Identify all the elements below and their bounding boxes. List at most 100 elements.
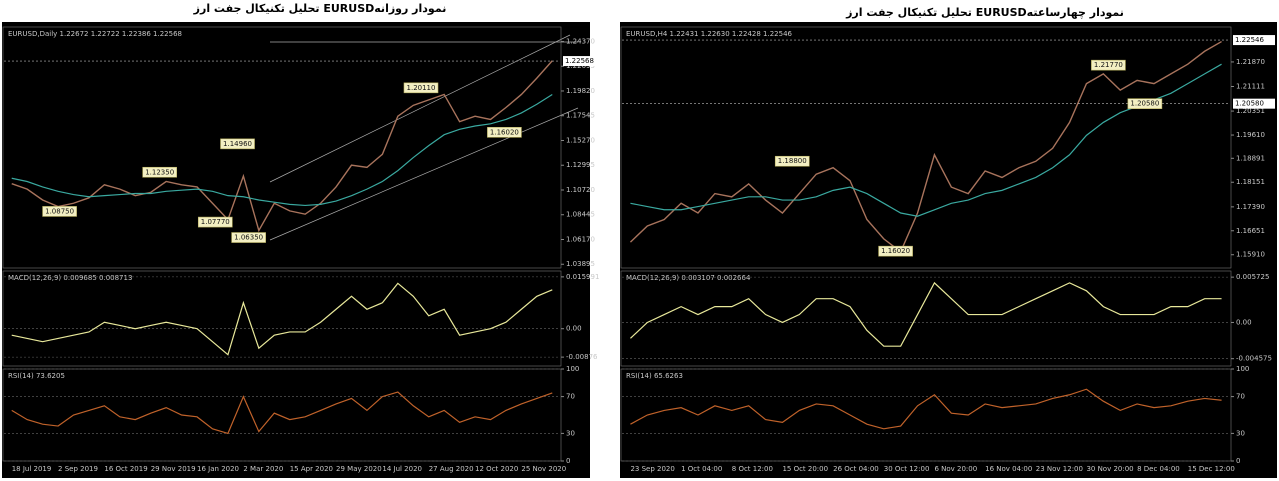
price-label: 1.20580: [1235, 100, 1264, 108]
annotation-label: 1.21770: [1094, 61, 1123, 69]
y-tick-label: 1.16651: [1236, 227, 1265, 235]
x-tick-label: 15 Apr 2020: [290, 465, 333, 473]
pane-header: RSI(14) 65.6263: [626, 372, 683, 380]
x-tick-label: 12 Oct 2020: [475, 465, 518, 473]
annotation-label: 1.14960: [223, 140, 252, 148]
y-tick-label: 1.19820: [566, 87, 595, 95]
y-tick-label: 30: [566, 429, 575, 437]
x-tick-label: 30 Oct 12:00: [884, 465, 930, 473]
annotation-box: [42, 206, 77, 217]
x-tick-label: 15 Oct 20:00: [782, 465, 828, 473]
y-tick-label: 100: [1236, 365, 1249, 373]
annotation-box: [487, 127, 522, 138]
chart-title: تحلیل تکنیکال جفت ارز EURUSDنمودار چهارس…: [845, 6, 1124, 19]
annotation-box: [774, 155, 810, 167]
pane-header: MACD(12,26,9) 0.009685 0.008713: [8, 274, 132, 282]
annotation-label: 1.12350: [145, 168, 174, 176]
x-tick-label: 1 Oct 04:00: [681, 465, 722, 473]
x-tick-label: 2 Mar 2020: [243, 465, 283, 473]
series-line: [629, 40, 1222, 253]
y-tick-label: 1.18151: [1236, 178, 1265, 186]
x-tick-label: 29 Nov 2019: [151, 465, 196, 473]
x-tick-label: 16 Oct 2019: [104, 465, 147, 473]
series-line: [11, 391, 553, 435]
x-tick-label: 30 Nov 20:00: [1086, 465, 1133, 473]
trend-line: [269, 34, 571, 183]
y-tick-label: 1.18891: [1236, 154, 1265, 162]
x-tick-label: 27 Aug 2020: [429, 465, 474, 473]
pane-frame: [620, 270, 1232, 367]
annotation-box: [231, 232, 266, 243]
annotation-label: 1.08750: [45, 207, 74, 215]
x-tick-label: 29 May 2020: [336, 465, 382, 473]
series-line: [11, 282, 553, 356]
x-tick-label: 16 Nov 04:00: [985, 465, 1032, 473]
annotation-label: 1.20580: [1130, 100, 1159, 108]
y-tick-label: 0.00: [566, 325, 582, 333]
y-tick-label: 30: [1236, 429, 1245, 437]
y-tick-label: 0: [566, 457, 570, 465]
annotation-label: 1.16020: [881, 247, 910, 255]
x-tick-label: 18 Jul 2019: [12, 465, 52, 473]
price-box: [563, 56, 605, 67]
y-tick-label: 1.22095: [566, 62, 595, 70]
y-tick-label: 0: [1236, 457, 1240, 465]
pane-header: EURUSD,H4 1.22431 1.22630 1.22428 1.2254…: [626, 30, 793, 38]
series-line: [630, 388, 1222, 430]
annotation-box: [197, 216, 233, 228]
x-tick-label: 23 Sep 2020: [630, 465, 674, 473]
annotation-box: [878, 245, 913, 257]
y-tick-label: 1.19610: [1236, 131, 1265, 139]
price-label: 1.22546: [1235, 36, 1264, 44]
chart-title: تحلیل تکنیکال جفت ارز EURUSDنمودار روزان…: [193, 2, 447, 15]
x-tick-label: 8 Dec 04:00: [1137, 465, 1180, 473]
x-tick-label: 6 Nov 20:00: [934, 465, 977, 473]
annotation-label: 1.16020: [490, 128, 519, 136]
annotation-label: 1.20110: [407, 84, 436, 92]
pane-frame: [2, 270, 562, 367]
y-tick-label: 100: [566, 365, 579, 373]
x-tick-label: 8 Oct 12:00: [732, 465, 773, 473]
pane-frame: [2, 26, 562, 269]
y-tick-label: 0.015991: [566, 273, 599, 281]
trend-line: [269, 107, 579, 241]
x-tick-label: 16 Jan 2020: [197, 465, 239, 473]
price-box: [1233, 98, 1275, 109]
annotation-box: [220, 138, 255, 150]
series-line: [11, 93, 553, 207]
y-tick-label: 1.10720: [566, 186, 595, 194]
y-tick-label: -0.00876: [566, 353, 598, 361]
annotation-label: 1.06350: [234, 234, 263, 242]
pane-header: RSI(14) 73.6205: [8, 372, 65, 380]
chart-bg: [2, 22, 590, 478]
x-tick-label: 26 Oct 04:00: [833, 465, 879, 473]
y-tick-label: 1.17545: [566, 112, 595, 120]
y-tick-label: 70: [566, 393, 575, 401]
price-label: 1.22568: [565, 57, 594, 65]
y-tick-label: 1.12995: [566, 161, 595, 169]
y-tick-label: -0.004575: [1236, 355, 1272, 363]
chart-bg: [620, 22, 1277, 478]
y-tick-label: 1.24370: [566, 37, 595, 45]
pane-frame: [620, 26, 1232, 269]
annotation-box: [142, 166, 177, 178]
series-line: [630, 63, 1222, 217]
y-tick-label: 1.06170: [566, 235, 595, 243]
y-tick-label: 1.03895: [566, 260, 595, 268]
x-tick-label: 23 Nov 12:00: [1036, 465, 1083, 473]
pane-header: MACD(12,26,9) 0.003107 0.002664: [626, 274, 751, 282]
y-tick-label: 1.15910: [1236, 251, 1265, 259]
annotation-box: [403, 82, 439, 94]
x-tick-label: 25 Nov 2020: [521, 465, 566, 473]
y-tick-label: 70: [1236, 393, 1245, 401]
x-tick-label: 15 Dec 12:00: [1188, 465, 1235, 473]
y-tick-label: 1.08445: [566, 211, 595, 219]
y-tick-label: 1.17390: [1236, 203, 1265, 211]
annotation-box: [1091, 59, 1126, 71]
annotation-box: [1127, 98, 1163, 109]
y-tick-label: 1.21870: [1236, 58, 1265, 66]
series-line: [11, 60, 553, 233]
annotation-label: 1.18800: [778, 157, 807, 165]
y-tick-label: 1.21111: [1236, 82, 1265, 90]
y-tick-label: 1.15270: [566, 136, 595, 144]
